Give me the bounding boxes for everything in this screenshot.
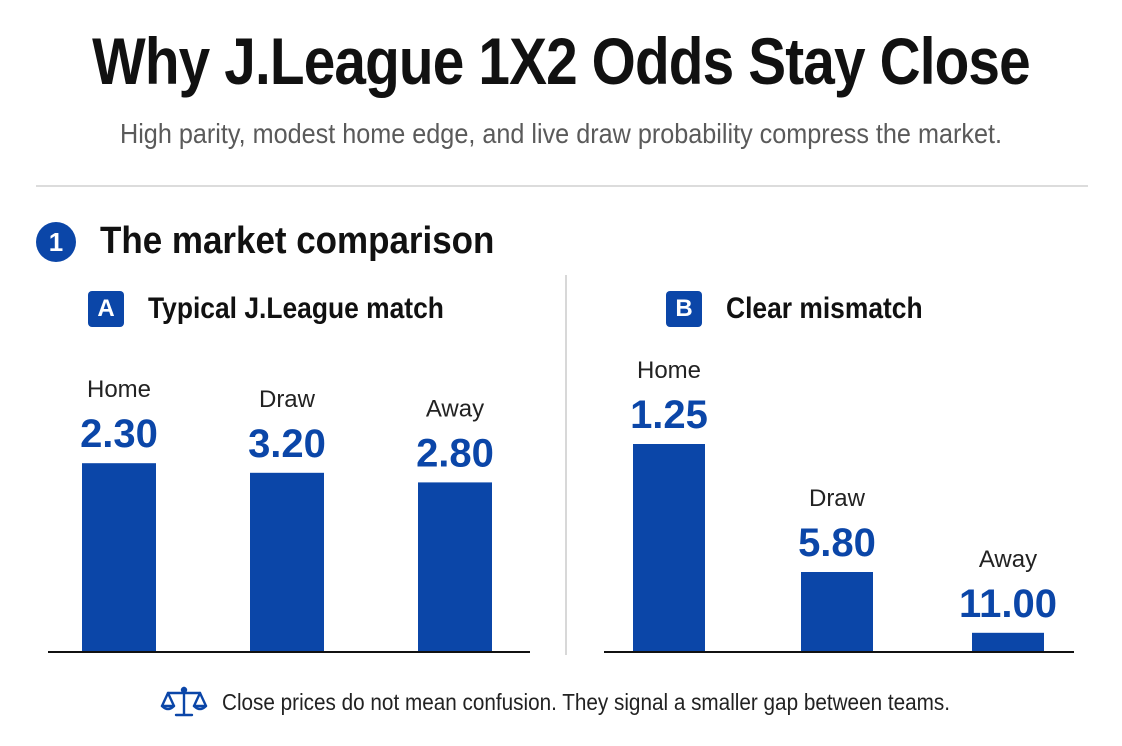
section-number-badge: 1 bbox=[36, 222, 76, 262]
panel-b-title: Clear mismatch bbox=[726, 292, 923, 325]
section-title: The market comparison bbox=[100, 220, 495, 262]
page-title: Why J.League 1X2 Odds Stay Close bbox=[92, 24, 1031, 98]
value-label-a-home: 2.30 bbox=[80, 412, 158, 456]
category-label-a-draw: Draw bbox=[259, 386, 316, 413]
category-label-b-home: Home bbox=[637, 357, 701, 384]
value-label-b-draw: 5.80 bbox=[798, 521, 876, 565]
bar-a-away bbox=[418, 482, 492, 652]
panel-a-badge: A bbox=[88, 291, 124, 327]
footer-note: Close prices do not mean confusion. They… bbox=[160, 684, 1031, 720]
header-divider bbox=[36, 185, 1088, 187]
bar-b-away bbox=[972, 632, 1044, 652]
page-subtitle: High parity, modest home edge, and live … bbox=[120, 118, 1002, 149]
category-label-b-draw: Draw bbox=[809, 485, 866, 512]
value-label-a-away: 2.80 bbox=[416, 431, 494, 475]
panel-divider bbox=[565, 275, 567, 655]
panel-a-title: Typical J.League match bbox=[148, 292, 444, 325]
category-label-a-home: Home bbox=[87, 376, 151, 403]
bar-a-draw bbox=[250, 472, 324, 652]
footer-text: Close prices do not mean confusion. They… bbox=[222, 688, 950, 715]
category-label-a-away: Away bbox=[426, 395, 484, 422]
panel-b-badge: B bbox=[666, 291, 702, 327]
category-label-b-away: Away bbox=[979, 546, 1037, 573]
value-label-a-draw: 3.20 bbox=[248, 422, 326, 466]
value-label-b-away: 11.00 bbox=[959, 582, 1057, 626]
bar-b-draw bbox=[801, 572, 873, 652]
scales-icon bbox=[160, 686, 208, 717]
bar-a-home bbox=[82, 463, 156, 652]
bar-b-home bbox=[633, 444, 705, 652]
value-label-b-home: 1.25 bbox=[630, 393, 708, 437]
